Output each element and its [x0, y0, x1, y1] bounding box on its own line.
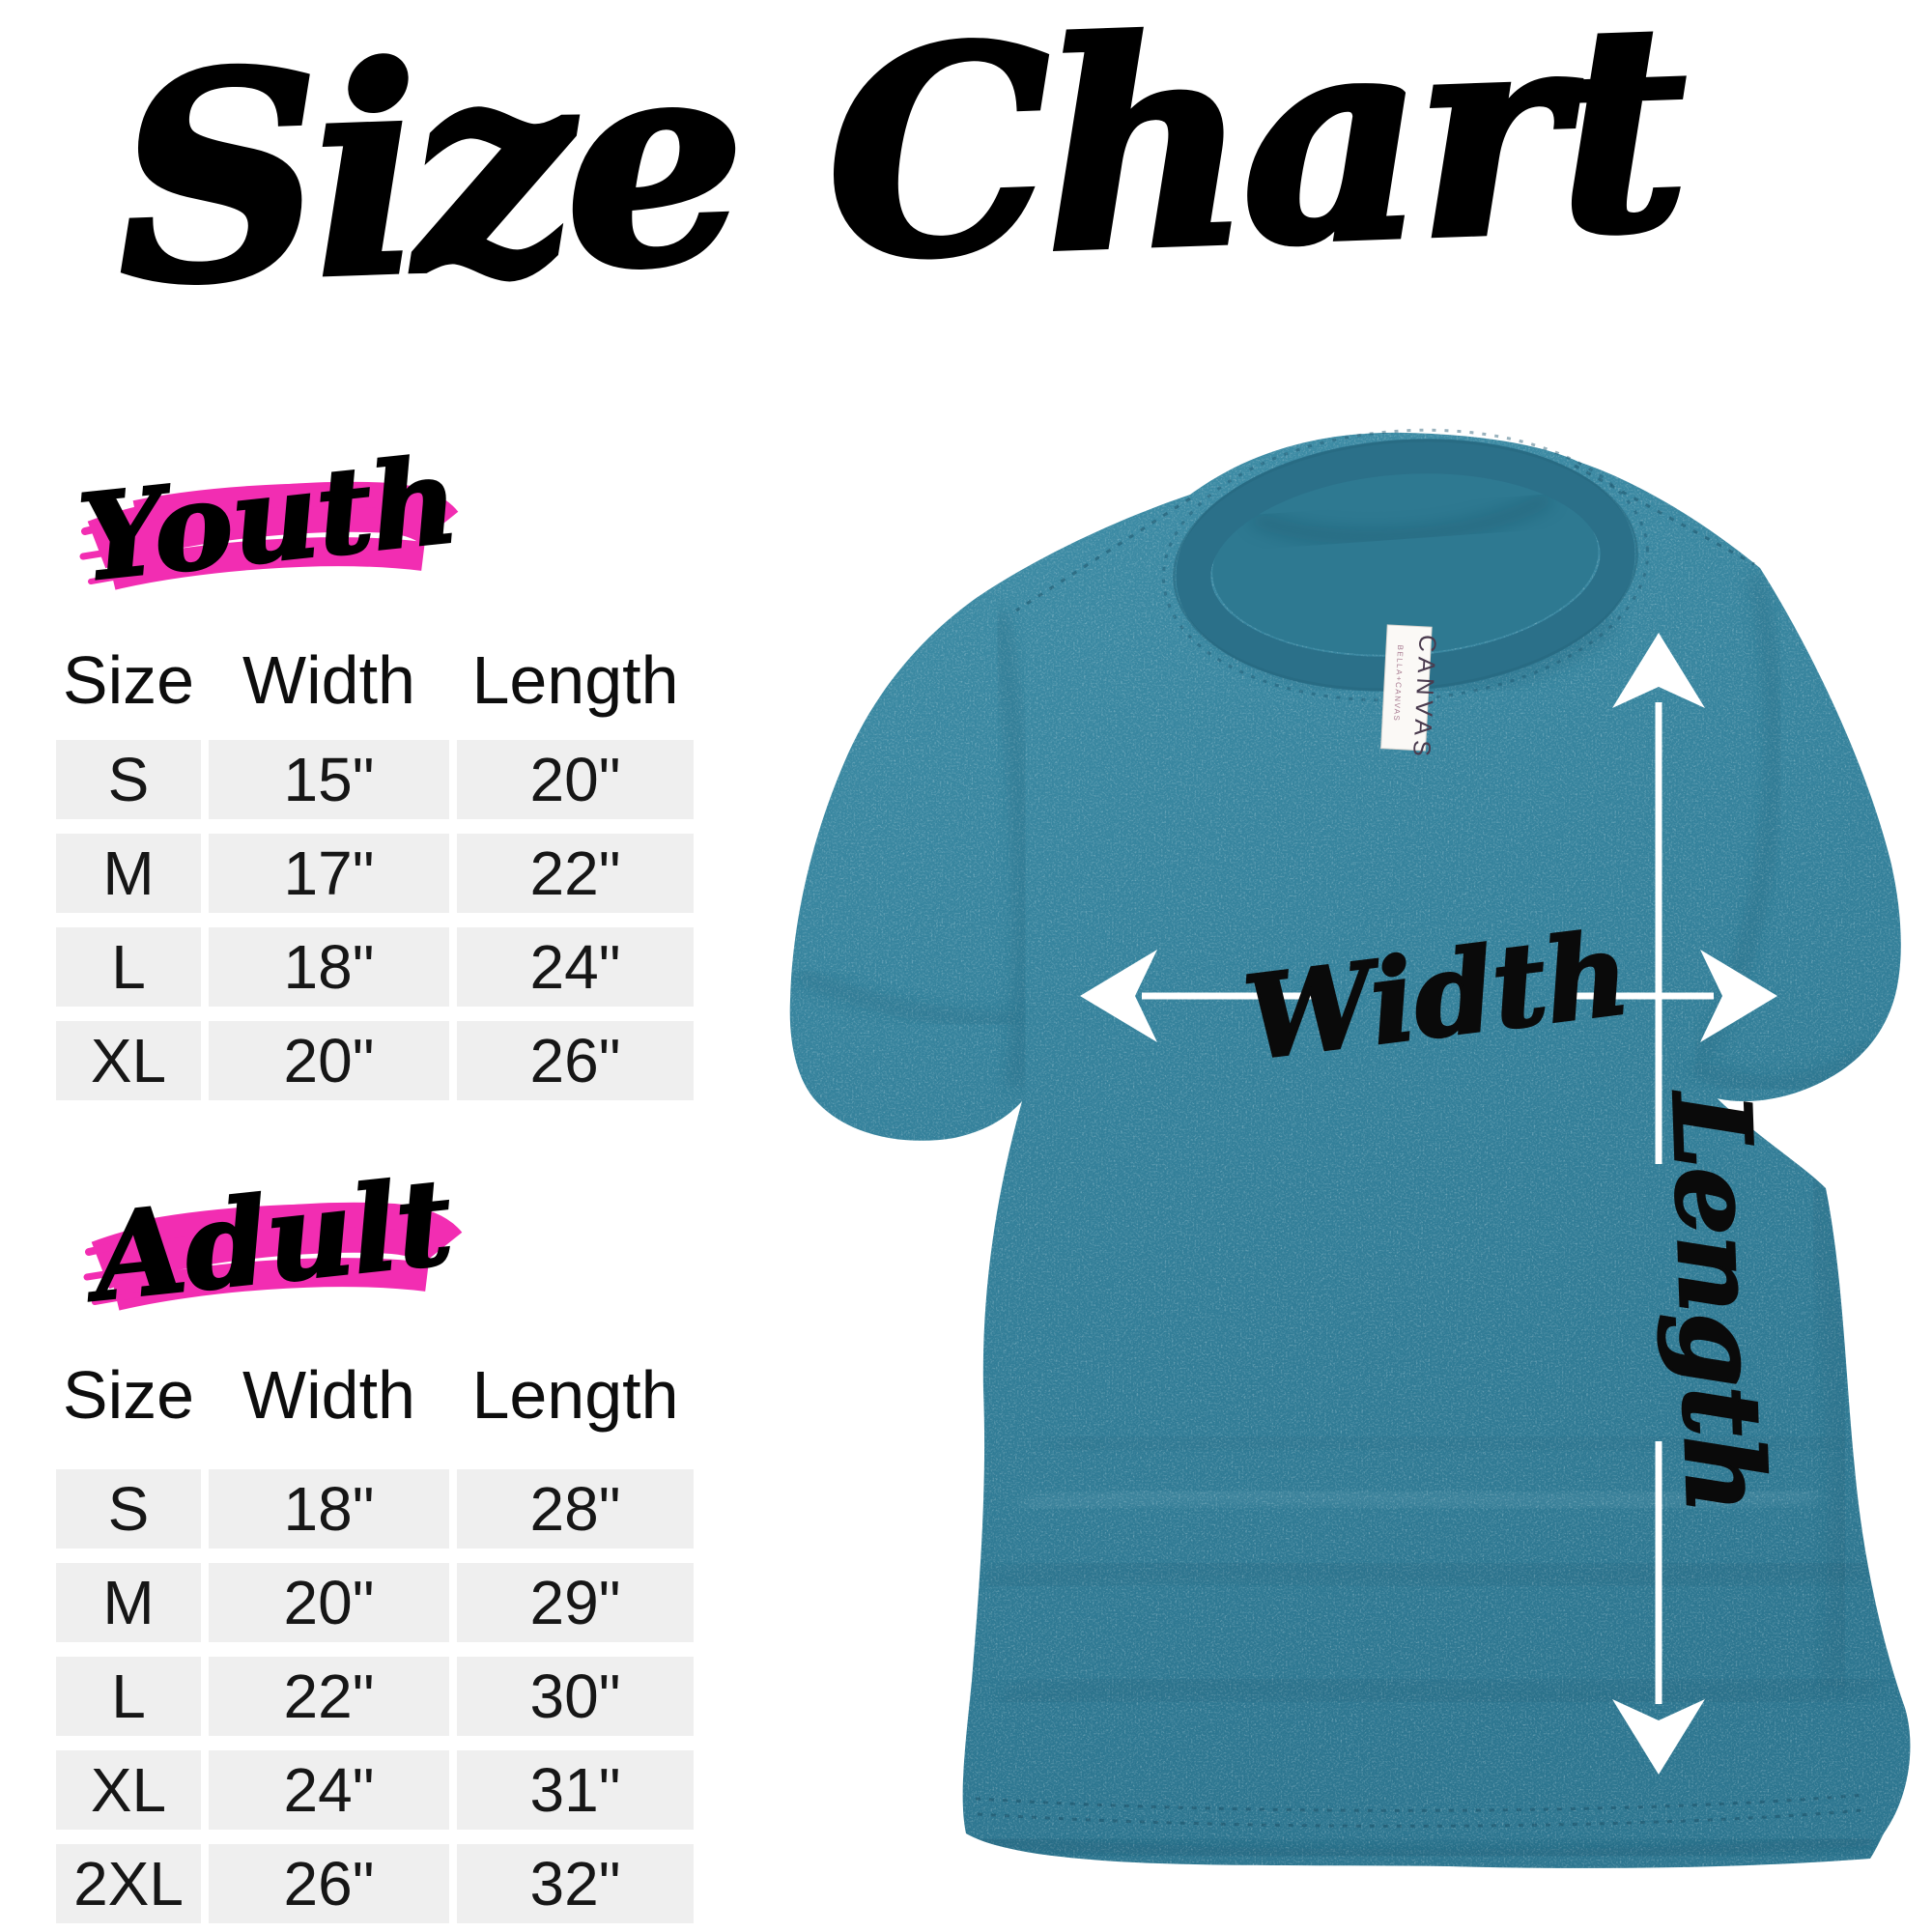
adult-col-width: Width [242, 1357, 415, 1433]
table-cell: 2XL [56, 1844, 201, 1923]
table-cell: L [56, 927, 201, 1007]
table-cell: 26" [457, 1021, 694, 1100]
pink-brush-swoosh-icon [79, 481, 459, 590]
tshirt-photo: CANVAS BELLA+CANVAS Width Length [715, 411, 1932, 1918]
length-measure-label: Length [1648, 1088, 1787, 1515]
youth-table: S 15" 20" M 17" 22" L 18" 24" XL 20" 26" [56, 740, 694, 1100]
youth-table-header: Size Width Length [56, 641, 694, 719]
tshirt-illustration: CANVAS BELLA+CANVAS Width Length [789, 428, 1911, 1868]
table-cell: L [56, 1657, 201, 1736]
tag-sub-text: BELLA+CANVAS [1392, 644, 1405, 722]
table-cell: 30" [457, 1657, 694, 1736]
width-arrow [1080, 950, 1777, 1042]
table-cell: 20" [209, 1563, 449, 1642]
youth-col-width: Width [242, 642, 415, 718]
table-cell: S [56, 740, 201, 819]
fabric-shading [795, 574, 1883, 1861]
adult-table-header: Size Width Length [56, 1356, 694, 1434]
stitch-lines [975, 464, 1865, 1828]
table-cell: 32" [457, 1844, 694, 1923]
table-cell: 20" [457, 740, 694, 819]
table-cell: 17" [209, 834, 449, 913]
table-cell: XL [56, 1021, 201, 1100]
adult-table: S 18" 28" M 20" 29" L 22" 30" XL 24" 31"… [56, 1469, 694, 1923]
table-cell: 24" [209, 1750, 449, 1830]
adult-col-size: Size [62, 1357, 195, 1433]
table-cell: 18" [209, 927, 449, 1007]
table-cell: 18" [209, 1469, 449, 1548]
table-cell: M [56, 834, 201, 913]
table-cell: 22" [209, 1657, 449, 1736]
table-cell: 29" [457, 1563, 694, 1642]
neck-tag: CANVAS BELLA+CANVAS [1380, 624, 1441, 762]
tag-brand-text: CANVAS [1407, 634, 1441, 761]
table-cell: 28" [457, 1469, 694, 1548]
collar [1161, 428, 1650, 702]
table-cell: 26" [209, 1844, 449, 1923]
youth-section-heading: Youth [71, 428, 466, 625]
length-arrow [1612, 633, 1705, 1775]
table-cell: 24" [457, 927, 694, 1007]
adult-section-heading: Adult [79, 1150, 466, 1346]
table-cell: 31" [457, 1750, 694, 1830]
youth-col-size: Size [62, 642, 195, 718]
pink-brush-swoosh-icon [83, 1202, 463, 1311]
youth-col-length: Length [471, 642, 679, 718]
table-cell: XL [56, 1750, 201, 1830]
adult-col-length: Length [471, 1357, 679, 1433]
table-cell: S [56, 1469, 201, 1548]
table-cell: M [56, 1563, 201, 1642]
table-cell: 15" [209, 740, 449, 819]
table-cell: 20" [209, 1021, 449, 1100]
table-cell: 22" [457, 834, 694, 913]
page-title: Size Chart [108, 0, 1689, 351]
